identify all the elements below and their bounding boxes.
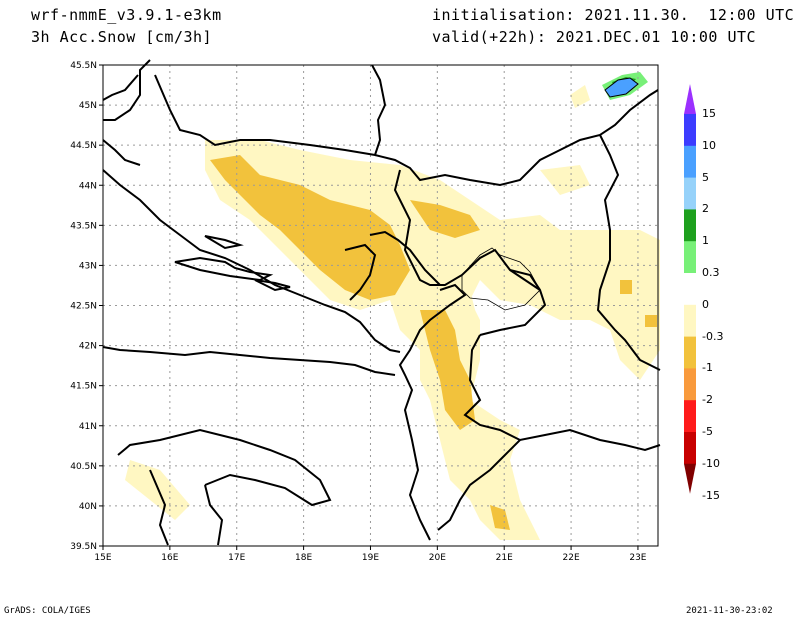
thin-boundary: [461, 247, 541, 311]
snow-field-light: [125, 85, 660, 540]
valid-time: valid(+22h): 2021.DEC.01 10:00 UTC: [432, 28, 757, 46]
field-title: 3h Acc.Snow [cm/3h]: [31, 28, 213, 46]
colorbar-segment: [684, 432, 696, 465]
lat-label: 44.5N: [70, 141, 97, 151]
colorbar: [684, 84, 696, 494]
colorbar-bottom-arrow: [684, 463, 696, 494]
colorbar-segment: [684, 241, 696, 274]
lat-label: 39.5N: [70, 542, 97, 552]
axis-labels: 15E 16E 17E 18E 19E 20E 21E 22E 23E 45.5N 45N 44.5N…: [70, 61, 647, 563]
colorbar-label: -2: [702, 393, 713, 407]
colorbar-label: -1: [702, 361, 713, 375]
lon-label: 18E: [295, 553, 312, 563]
colorbar-label: -0.3: [702, 329, 724, 343]
lat-label: 45N: [79, 101, 97, 111]
lake-shape: [604, 77, 639, 98]
lat-label: 45.5N: [70, 61, 97, 71]
colorbar-label: 15: [702, 107, 716, 120]
lon-label: 23E: [629, 553, 646, 563]
footer-left: GrADS: COLA/IGES: [4, 606, 91, 616]
lon-label: 21E: [496, 553, 513, 563]
lat-label: 42.5N: [70, 302, 97, 312]
lat-label: 41.5N: [70, 382, 97, 392]
lon-label: 17E: [228, 553, 245, 563]
colorbar-label: 2: [702, 202, 709, 216]
colorbar-segment: [684, 400, 696, 433]
snow-field-medium: [210, 155, 657, 530]
lat-label: 40.5N: [70, 462, 97, 472]
colorbar-top-arrow: [684, 84, 696, 114]
colorbar-label: 5: [702, 170, 709, 184]
colorbar-label: 10: [702, 138, 716, 152]
lat-label: 43N: [79, 261, 97, 271]
colorbar-segment: [684, 177, 696, 210]
colorbar-segment: [684, 304, 696, 338]
colorbar-segment: [684, 209, 696, 242]
colorbar-label: 0.3: [702, 266, 720, 279]
lon-label: 20E: [429, 553, 446, 563]
init-time: initialisation: 2021.11.30. 12:00 UTC: [432, 6, 795, 24]
colorbar-segment: [684, 145, 696, 179]
colorbar-label: -15: [702, 488, 720, 502]
lat-label: 42N: [79, 342, 97, 352]
colorbar-label: 0: [702, 297, 709, 311]
footer-right: 2021-11-30-23:02: [686, 606, 773, 616]
colorbar-label: -10: [702, 456, 720, 470]
lon-label: 16E: [161, 553, 178, 563]
colorbar-label: 1: [702, 234, 709, 248]
lon-label: 15E: [94, 553, 111, 563]
colorbar-label: -5: [702, 425, 713, 438]
lon-label: 19E: [362, 553, 379, 563]
lat-label: 43.5N: [70, 221, 97, 231]
lat-label: 44N: [79, 181, 97, 191]
coastlines-borders: [102, 59, 661, 546]
lat-label: 41N: [79, 422, 97, 432]
lat-label: 40N: [79, 502, 97, 512]
colorbar-segment: [684, 336, 696, 369]
colorbar-segment: [684, 368, 696, 401]
model-title: wrf-nmmE_v3.9.1-e3km: [31, 6, 222, 24]
lat-lon-grid: [103, 65, 658, 546]
lon-label: 22E: [563, 553, 580, 563]
colorbar-segment: [684, 273, 696, 306]
colorbar-segment: [684, 114, 696, 147]
